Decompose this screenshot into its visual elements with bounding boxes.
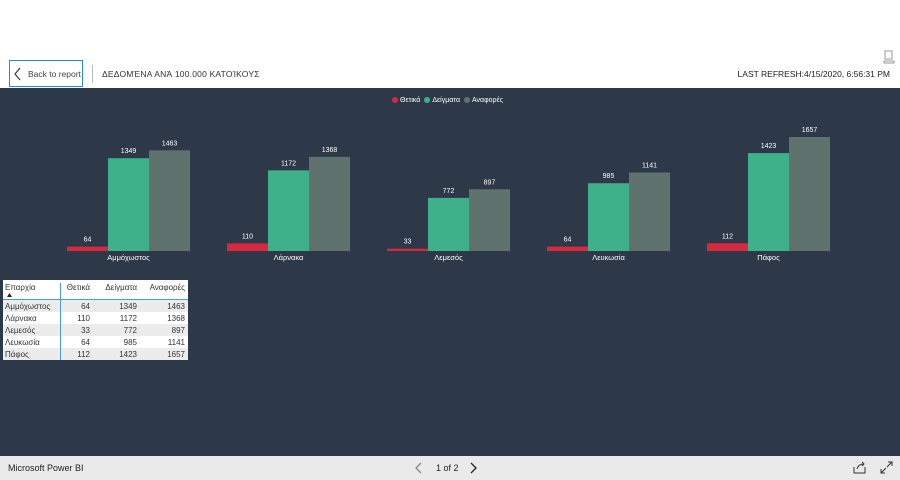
table-cell-province: Λάρνακα	[3, 312, 61, 324]
table-cell-reports: 1463	[167, 301, 185, 311]
legend-label-samples: Δείγματα	[432, 96, 461, 104]
table-header-province[interactable]: Επαρχία	[3, 283, 61, 299]
page-title: ΔΕΔΟΜΈΝΑ ΑΝΆ 100.000 ΚΑΤΟΊΚΟΥΣ	[102, 69, 260, 79]
sort-ascending-icon	[7, 293, 12, 297]
table-cell-samples: 772	[123, 325, 137, 335]
data-label-samples: 1423	[761, 143, 777, 150]
table-header-reports[interactable]: Αναφορές	[149, 283, 185, 292]
footer-bar: Microsoft Power BI 1 of 2	[0, 456, 900, 480]
back-button-label: Back to report	[28, 69, 81, 79]
bar-samples[interactable]	[428, 197, 469, 251]
data-label-positive: 64	[564, 237, 572, 244]
legend-dot-samples	[424, 97, 431, 103]
data-label-reports: 1657	[802, 127, 818, 134]
bar-reports[interactable]	[149, 150, 190, 251]
data-label-positive: 112	[722, 233, 733, 240]
data-label-positive: 110	[242, 233, 253, 240]
bar-positive[interactable]	[707, 243, 748, 251]
legend-item-reports[interactable]: Αναφορές	[464, 97, 503, 104]
share-icon[interactable]	[853, 461, 866, 474]
category-label: Πάφος	[757, 253, 780, 262]
table-cell-province: Αμμόχωστος	[3, 300, 61, 312]
export-icon[interactable]	[883, 50, 895, 64]
legend-label-reports: Αναφορές	[472, 96, 504, 104]
table-row: Αμμόχωστος 64 1349 1463	[3, 300, 188, 312]
bar-samples[interactable]	[588, 183, 629, 251]
data-label-reports: 1463	[162, 140, 178, 147]
table-cell-positive: 33	[81, 325, 90, 335]
table-cell-samples: 1349	[119, 301, 137, 311]
legend-dot-positive	[392, 97, 398, 103]
legend-label-positive: Θετικά	[400, 96, 421, 104]
category-label: Λεμεσός	[434, 253, 463, 262]
table-row: Πάφος 112 1423 1657	[3, 348, 188, 360]
table-header-row: Επαρχία Θετικά Δείγματα Αναφορές	[3, 280, 188, 300]
data-label-samples: 1349	[121, 148, 137, 155]
clustered-bar-chart: 64 1349 1463 Αμμόχωστος 110 1172 1368 Λάρνακα 33…	[67, 127, 830, 262]
table-row: Λάρνακα 110 1172 1368	[3, 312, 188, 324]
bar-samples[interactable]	[108, 158, 149, 251]
chart-legend: Θετικά Δείγματα Αναφορές	[392, 94, 503, 106]
table-cell-reports: 1368	[167, 313, 185, 323]
legend-item-positive[interactable]: Θετικά	[392, 97, 420, 104]
bar-positive[interactable]	[67, 246, 108, 251]
report-header: Back to report ΔΕΔΟΜΈΝΑ ΑΝΆ 100.000 ΚΑΤΟ…	[0, 0, 900, 88]
table-cell-positive: 112	[77, 349, 90, 359]
table-cell-positive: 64	[81, 301, 90, 311]
bar-positive[interactable]	[387, 248, 428, 251]
table-cell-reports: 1657	[167, 349, 185, 359]
data-table: Επαρχία Θετικά Δείγματα Αναφορές Αμμόχωσ…	[3, 280, 188, 360]
table-cell-positive: 64	[81, 337, 90, 347]
data-label-samples: 772	[443, 188, 455, 195]
table-header-samples[interactable]: Δείγματα	[105, 283, 137, 292]
last-refresh-text: LAST REFRESH:4/15/2020, 6:56:31 PM	[737, 69, 890, 79]
brand-label: Microsoft Power BI	[8, 463, 84, 473]
chevron-left-icon	[14, 67, 21, 81]
bar-samples[interactable]	[748, 153, 789, 251]
data-label-samples: 1172	[281, 160, 296, 167]
category-label: Λευκωσία	[592, 253, 625, 262]
table-cell-province: Λεμεσός	[3, 324, 61, 336]
data-label-reports: 1141	[642, 163, 657, 170]
table-cell-samples: 1423	[119, 349, 137, 359]
table-cell-province: Λευκωσία	[3, 336, 61, 348]
table-row: Λευκωσία 64 985 1141	[3, 336, 188, 348]
bar-samples[interactable]	[268, 170, 309, 251]
table-cell-samples: 1172	[119, 313, 137, 323]
table-header-positive[interactable]: Θετικά	[66, 283, 90, 292]
category-label: Λάρνακα	[274, 253, 304, 262]
bar-reports[interactable]	[469, 189, 510, 251]
fullscreen-icon[interactable]	[880, 461, 893, 474]
bar-positive[interactable]	[547, 246, 588, 251]
data-label-reports: 897	[484, 179, 496, 186]
header-divider	[92, 65, 93, 83]
bar-reports[interactable]	[309, 156, 350, 251]
data-label-positive: 64	[84, 237, 92, 244]
table-cell-positive: 110	[77, 313, 90, 323]
table-row: Λεμεσός 33 772 897	[3, 324, 188, 336]
page-indicator: 1 of 2	[436, 463, 459, 473]
table-cell-samples: 985	[123, 337, 137, 347]
legend-item-samples[interactable]: Δείγματα	[424, 97, 460, 104]
report-canvas: Θετικά Δείγματα Αναφορές 64 1349 1463 Αμμόχ…	[0, 88, 900, 456]
table-cell-reports: 897	[171, 325, 185, 335]
data-label-reports: 1368	[322, 147, 338, 154]
bar-reports[interactable]	[789, 137, 830, 251]
chevron-right-icon[interactable]	[468, 462, 478, 474]
data-label-positive: 33	[404, 239, 412, 246]
bar-positive[interactable]	[227, 243, 268, 251]
legend-dot-reports	[464, 97, 471, 103]
table-cell-province: Πάφος	[3, 348, 61, 360]
data-label-samples: 985	[603, 173, 615, 180]
chevron-left-icon[interactable]	[414, 462, 424, 474]
back-to-report-button[interactable]: Back to report	[9, 60, 83, 87]
category-label: Αμμόχωστος	[107, 253, 150, 262]
bar-reports[interactable]	[629, 172, 670, 251]
table-cell-reports: 1141	[167, 337, 185, 347]
